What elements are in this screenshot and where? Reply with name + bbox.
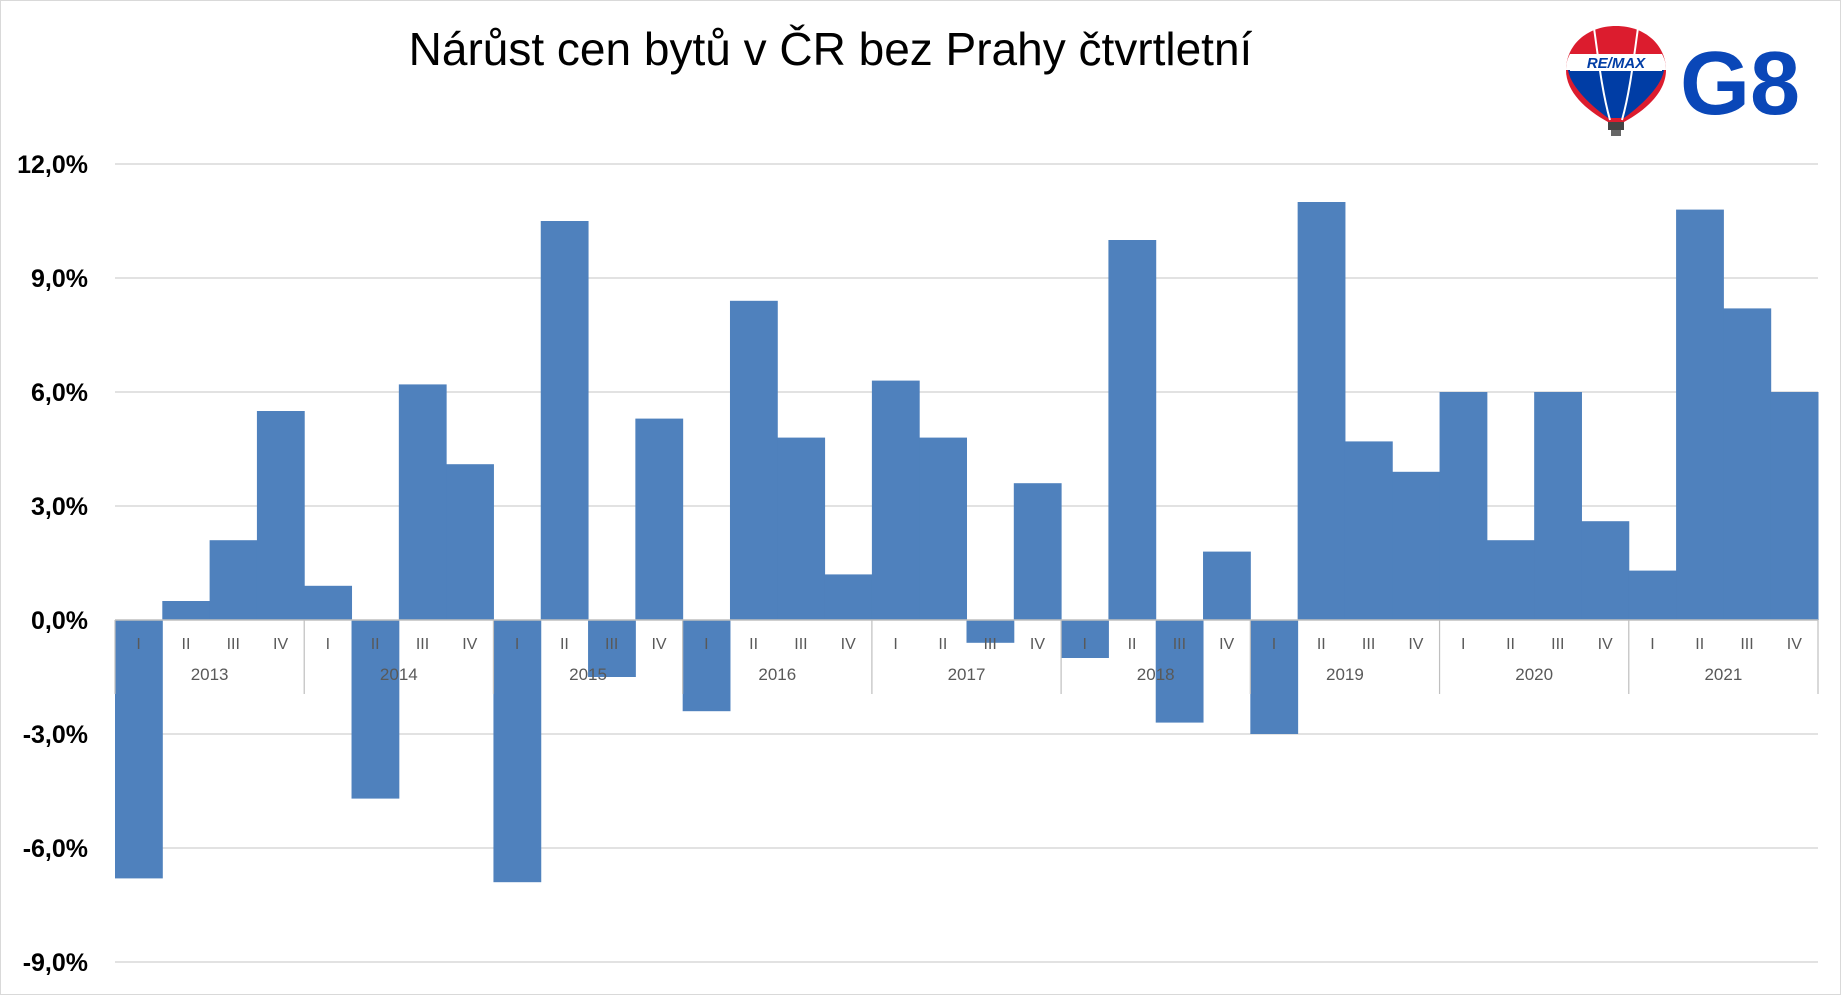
quarter-label: I [1461,636,1465,653]
quarter-label: II [1317,636,1326,653]
quarter-label: II [1506,636,1515,653]
quarter-label: IV [651,636,666,653]
y-tick-label: 0,0% [31,607,88,635]
quarter-label: III [983,636,996,653]
quarter-label: IV [841,636,856,653]
quarter-label: III [1740,636,1753,653]
remax-g8-logo: RE/MAX G8 [1566,26,1800,136]
bar [1486,540,1535,620]
quarter-label: II [1128,636,1137,653]
y-tick-label: 6,0% [31,379,88,407]
bar [493,620,542,883]
bar [1770,392,1819,620]
bar [256,411,305,620]
quarter-label: III [1362,636,1375,653]
bar [1581,521,1630,620]
bar [824,574,873,620]
quarter-label: IV [1408,636,1423,653]
bar [1061,620,1109,658]
quarter-label: III [794,636,807,653]
quarter-label: IV [273,636,288,653]
bar [1392,471,1441,620]
bar [304,585,353,620]
year-label: 2015 [569,665,607,684]
bar [682,620,731,712]
quarter-label: III [605,636,618,653]
year-label: 2013 [191,665,229,684]
bar [1723,308,1772,620]
quarter-label: I [515,636,519,653]
quarter-label: II [371,636,380,653]
quarter-label: III [1173,636,1186,653]
quarter-label: IV [1598,636,1613,653]
quarter-label: III [227,636,240,653]
bar [1297,202,1346,620]
bar [162,601,211,620]
bar [351,620,400,799]
year-label: 2017 [948,665,986,684]
quarter-label: IV [1030,636,1045,653]
bar [588,620,636,677]
bar [1250,620,1299,734]
quarter-label: I [893,636,897,653]
bar [1534,392,1582,620]
bar [115,620,163,879]
quarter-label: II [938,636,947,653]
quarter-label: II [182,636,191,653]
bar [1203,551,1251,620]
year-label: 2016 [758,665,796,684]
quarter-label: II [560,636,569,653]
quarter-label: IV [1219,636,1234,653]
brand-text: G8 [1680,34,1800,134]
bar [871,380,920,620]
year-label: 2020 [1515,665,1553,684]
year-label: 2014 [380,665,418,684]
bar [1439,392,1488,620]
bar [1013,483,1062,620]
bar [729,300,778,620]
bar [398,384,447,620]
bar [446,464,494,620]
bar [1155,620,1204,723]
quarter-label: II [1695,636,1704,653]
bar [1344,441,1393,620]
balloon-text: RE/MAX [1587,55,1646,72]
bar [1628,570,1677,620]
year-label: 2021 [1704,665,1742,684]
bar [777,437,826,620]
bar [966,620,1015,643]
year-label: 2018 [1137,665,1175,684]
quarter-label: IV [462,636,477,653]
quarter-label: II [749,636,758,653]
chart-title: Nárůst cen bytů v ČR bez Prahy čtvrtletn… [408,23,1253,75]
y-tick-label: -3,0% [23,721,88,749]
bar [209,540,258,620]
y-tick-label: 12,0% [17,151,88,179]
quarter-label: I [1272,636,1276,653]
bar [1676,209,1724,620]
bar [919,437,967,620]
year-label: 2019 [1326,665,1364,684]
quarter-label: I [704,636,708,653]
quarter-label: I [1083,636,1087,653]
quarter-label: I [136,636,140,653]
bar [1108,240,1157,620]
quarter-label: IV [1787,636,1802,653]
y-tick-label: 3,0% [31,493,88,521]
balloon-icon: RE/MAX [1566,26,1666,136]
quarter-label: III [1551,636,1564,653]
y-tick-label: 9,0% [31,265,88,293]
quarter-label: I [326,636,330,653]
y-tick-label: -9,0% [23,949,88,977]
quarter-label: I [1650,636,1654,653]
bar [540,221,589,620]
quarter-label: III [416,636,429,653]
y-tick-label: -6,0% [23,835,88,863]
bar [635,418,684,620]
